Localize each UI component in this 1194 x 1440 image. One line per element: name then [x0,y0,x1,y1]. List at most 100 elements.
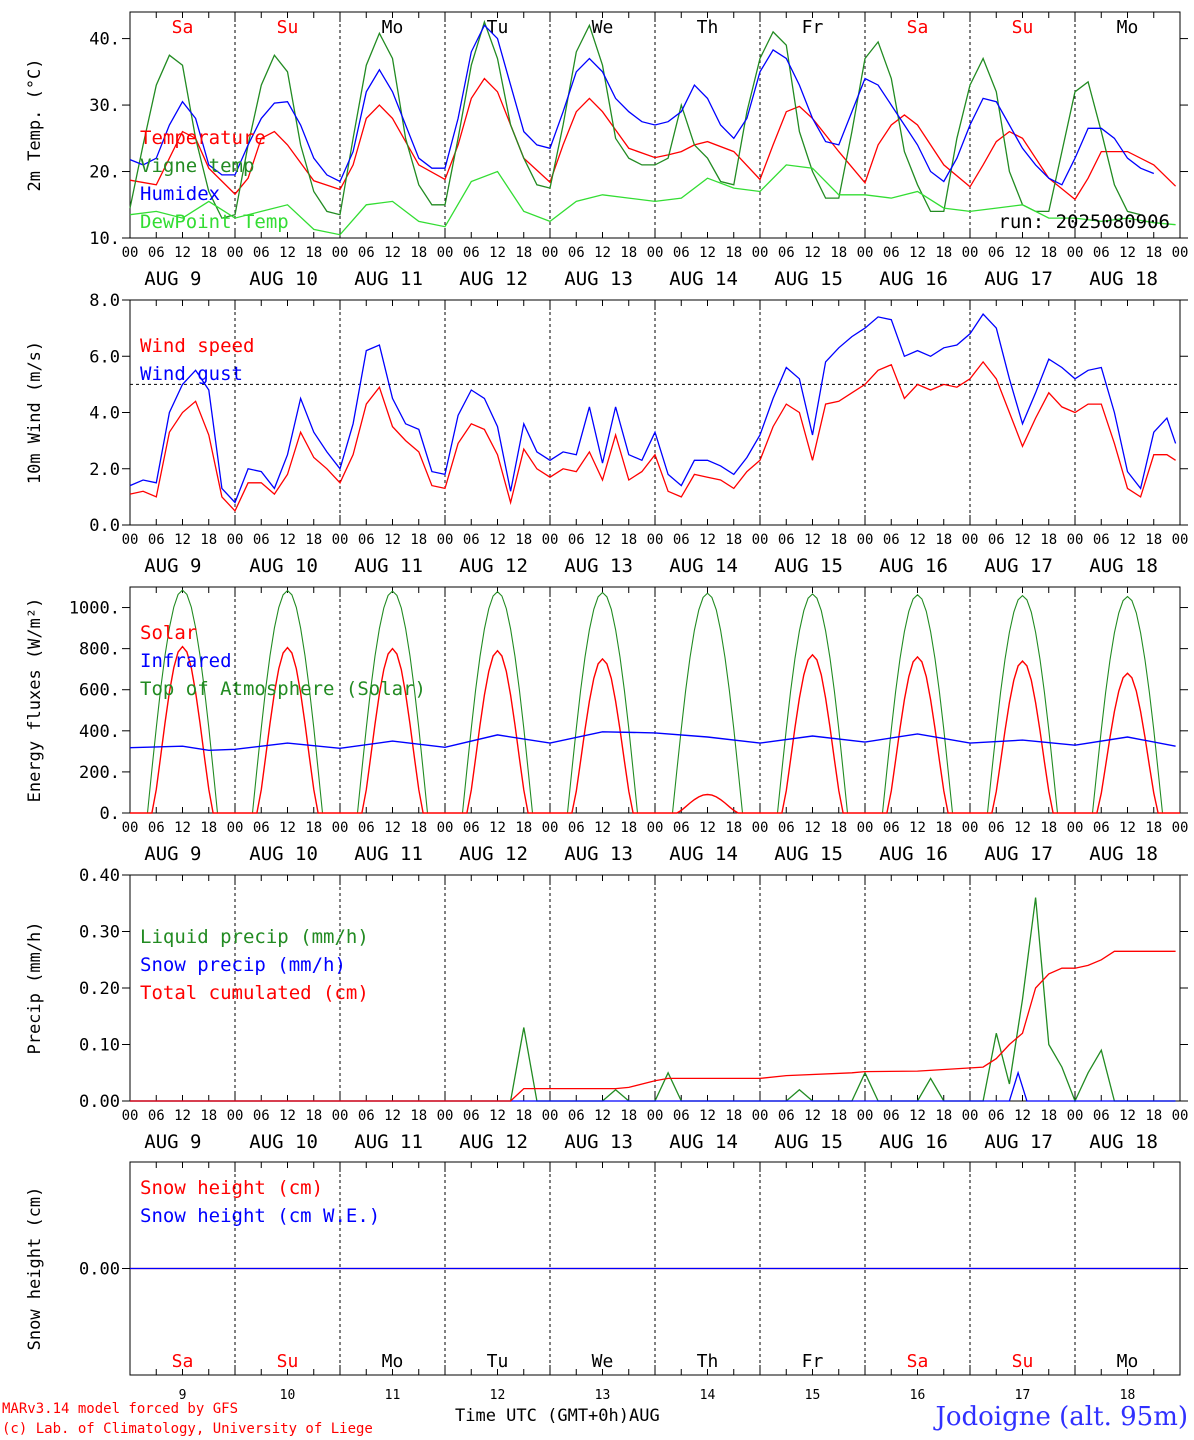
y-tick-label: 20. [89,163,120,183]
hour-label: 06 [358,1108,375,1124]
date-label: AUG 16 [879,843,948,865]
hour-label: 06 [568,245,585,261]
day-number: 16 [910,1388,926,1403]
date-label: AUG 11 [354,1131,423,1153]
date-label: AUG 9 [144,843,201,865]
hour-label: 12 [1119,820,1136,836]
hour-label: 12 [174,1108,191,1124]
hour-label: 00 [1172,1108,1189,1124]
hour-label: 12 [1014,532,1031,548]
weekday-label: Sa [172,1351,194,1372]
date-label: AUG 17 [984,843,1053,865]
hour-label: 18 [620,820,637,836]
date-label: AUG 13 [564,268,633,290]
hour-label: 06 [673,532,690,548]
hour-label: 00 [752,820,769,836]
hour-label: 18 [410,1108,427,1124]
weekday-label: We [592,1351,614,1372]
hour-label: 00 [752,1108,769,1124]
legend-entry: Temperature [140,127,266,149]
date-label: AUG 12 [459,1131,528,1153]
date-label: AUG 10 [249,1131,318,1153]
date-label: AUG 16 [879,268,948,290]
hour-label: 12 [1014,820,1031,836]
legend-entry: Vigne temp [140,155,254,177]
hour-label: 12 [489,532,506,548]
y-tick-label: 600. [79,681,120,701]
lab-credit: (c) Lab. of Climatology, University of L… [2,1421,373,1437]
hour-label: 00 [332,245,349,261]
series-line-3-1 [130,1070,1176,1102]
hour-label: 12 [699,1108,716,1124]
hour-label: 06 [148,245,165,261]
hour-label: 00 [122,1108,139,1124]
weekday-label: Su [1012,1351,1034,1372]
date-label: AUG 15 [774,555,843,577]
hour-label: 06 [463,245,480,261]
hour-label: 06 [778,1108,795,1124]
hour-label: 00 [647,245,664,261]
date-label: AUG 15 [774,843,843,865]
date-label: AUG 10 [249,268,318,290]
hour-label: 18 [305,1108,322,1124]
hour-label: 18 [620,245,637,261]
hour-label: 06 [673,820,690,836]
hour-label: 00 [857,245,874,261]
y-axis-label: 10m Wind (m/s) [25,341,45,484]
day-number: 9 [179,1388,187,1403]
infrared-line [129,731,1176,752]
hour-label: 12 [489,1108,506,1124]
hour-label: 18 [515,532,532,548]
hour-label: 06 [253,820,270,836]
y-axis-label: Energy fluxes (W/m²) [25,598,45,803]
hour-label: 00 [437,820,454,836]
y-tick-label: 4.0 [89,404,120,424]
hour-label: 06 [148,532,165,548]
hour-label: 00 [332,1108,349,1124]
date-label: AUG 13 [564,843,633,865]
weekday-label: Th [697,17,719,38]
hour-label: 18 [620,532,637,548]
y-tick-label: 2.0 [89,460,120,480]
y-axis-label: Precip (mm/h) [25,921,45,1054]
hour-label: 12 [804,820,821,836]
hour-label: 06 [1093,820,1110,836]
hour-label: 18 [935,245,952,261]
y-tick-label: 0. [100,804,120,824]
hour-label: 18 [1040,820,1057,836]
series-line-0-0 [129,77,1177,201]
hour-label: 00 [227,1108,244,1124]
hour-label: 06 [778,245,795,261]
hour-label: 00 [752,245,769,261]
hour-label: 06 [1093,532,1110,548]
hour-label: 12 [699,820,716,836]
legend-entry: Wind speed [140,335,254,357]
weekday-label: Sa [907,1351,929,1372]
date-label: AUG 14 [669,268,738,290]
date-label: AUG 16 [879,1131,948,1153]
hour-label: 12 [384,1108,401,1124]
day-number: 15 [805,1388,821,1403]
weekday-label: Mo [382,1351,404,1372]
hour-label: 12 [384,532,401,548]
hour-label: 12 [384,245,401,261]
hour-label: 06 [253,1108,270,1124]
day-number: 12 [490,1388,506,1403]
y-tick-label: 0.10 [79,1036,120,1056]
hour-label: 06 [778,532,795,548]
panel-1-frame [129,299,1181,526]
hour-label: 00 [857,820,874,836]
hour-label: 06 [883,532,900,548]
day-number: 18 [1120,1388,1136,1403]
model-credit: MARv3.14 model forced by GFS [2,1401,239,1417]
series-line-0-2 [129,24,1155,186]
legend-entry: Solar [140,622,197,644]
hour-label: 06 [253,532,270,548]
hour-label: 00 [227,532,244,548]
hour-label: 18 [830,1108,847,1124]
hour-label: 18 [200,245,217,261]
date-label: AUG 12 [459,555,528,577]
hour-label: 00 [437,532,454,548]
hour-label: 12 [174,820,191,836]
